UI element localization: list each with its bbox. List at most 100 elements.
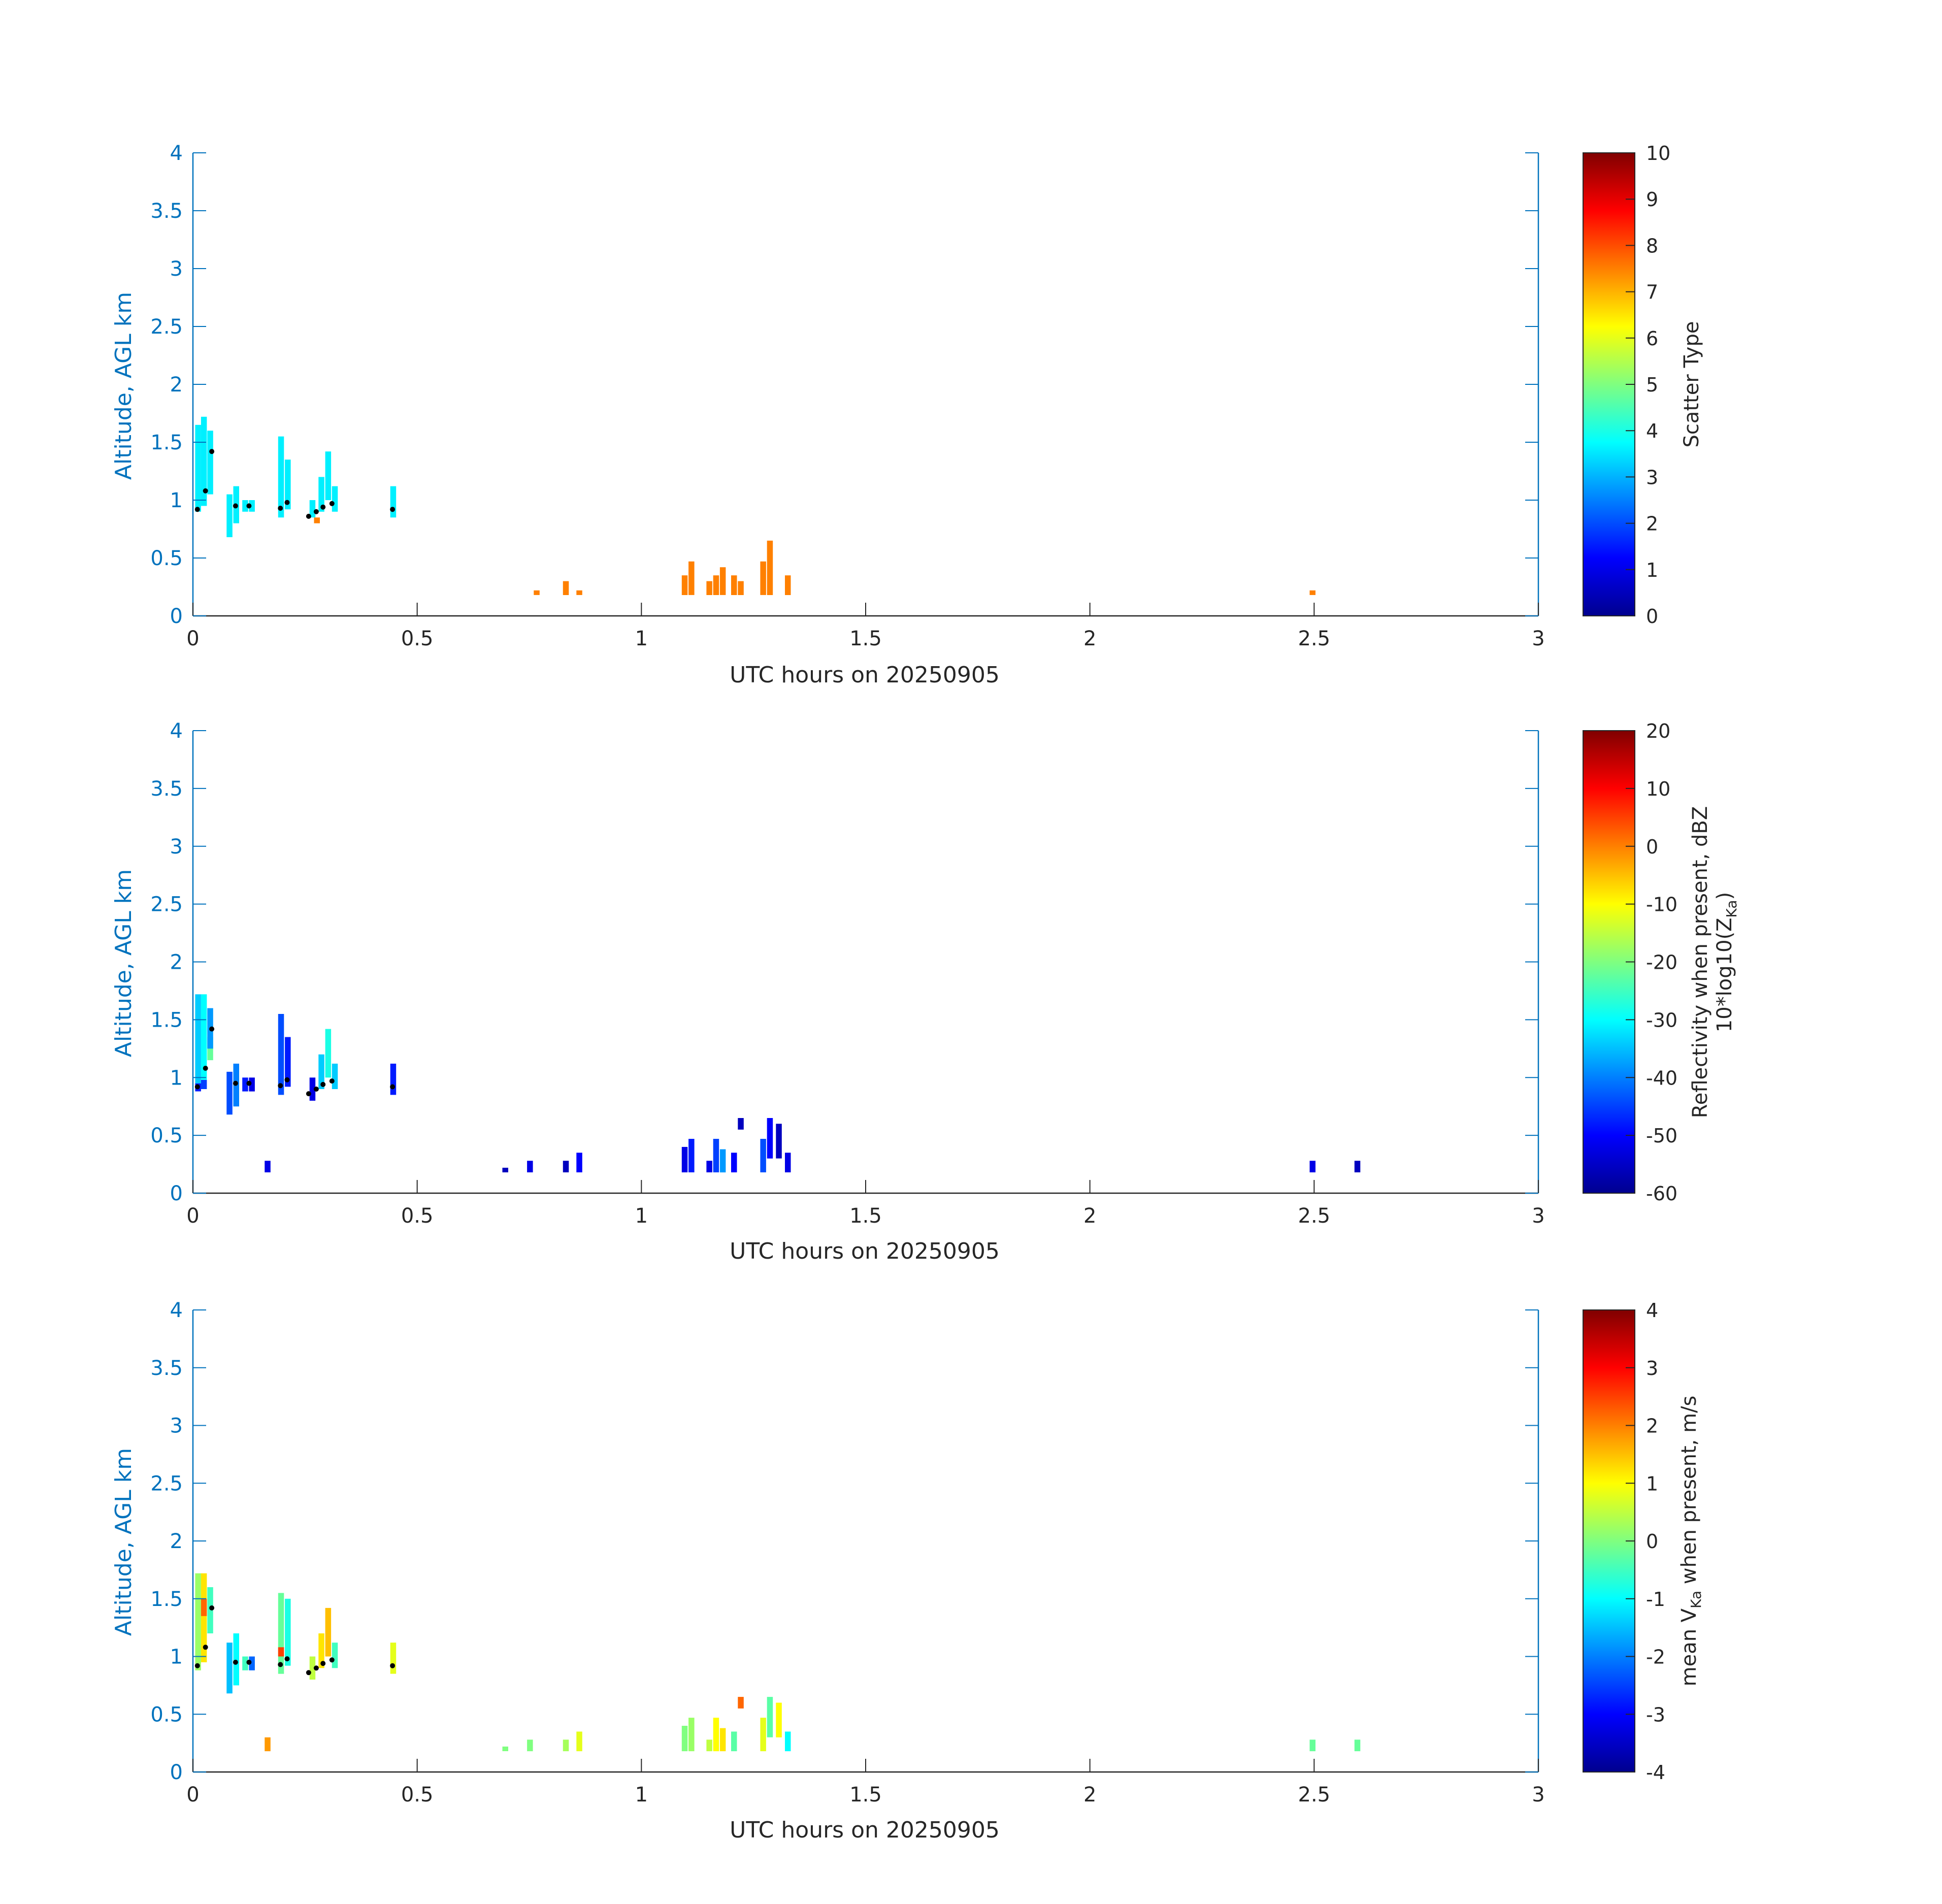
x-tick-label: 2.5 [1298,1783,1331,1807]
marker-point [390,507,396,512]
marker-points [194,1026,396,1097]
heatmap-cell [706,1739,712,1752]
marker-point [233,503,238,509]
colorbar-tick-label: -40 [1646,1067,1677,1089]
marker-point [284,1656,290,1662]
heatmap-cells [195,416,1315,595]
heatmap-cell [249,500,255,512]
heatmap-cell [278,1647,284,1657]
x-tick-label: 0.5 [401,1783,434,1807]
colorbar-tick-label: -20 [1646,951,1677,974]
panel-reflectivity: 0 0.5 1 1.5 2 2.5 3 0 0.5 1 1.5 2 2.5 3 3.5 4 UTC hours… [111,719,1740,1264]
heatmap-cell [278,1014,284,1095]
heatmap-cell [278,1593,284,1674]
heatmap-cell [278,436,284,518]
y-tick-label: 3 [170,257,183,281]
y-tick-label: 0.5 [150,547,183,570]
colorbar-label: Reflectivity when present, dBZ [1689,806,1712,1119]
marker-point [209,1026,215,1032]
axes: 0 0.5 1 1.5 2 2.5 3 0 0.5 1 1.5 2 2.5 3 3.5 4 [150,719,1544,1228]
colorbar-tick-label: 10 [1646,778,1670,800]
heatmap-cell [314,517,320,523]
heatmap-cell [767,1697,773,1737]
marker-points [194,449,396,519]
heatmap-cell [767,1118,773,1159]
x-tick-label: 0.5 [401,627,434,650]
y-tick-label: 0.5 [150,1703,183,1726]
heatmap-cells [195,994,1361,1173]
colorbar-tick-label: 5 [1646,374,1658,396]
heatmap-cell [201,1079,207,1089]
marker-point [203,1066,208,1071]
heatmap-cell [318,1054,324,1089]
heatmap-cell [706,1161,712,1172]
colorbar-tick-label: -2 [1646,1646,1665,1668]
marker-point [203,1645,208,1650]
heatmap-cell [563,1739,569,1752]
heatmap-cell [226,494,233,537]
heatmap-cell [1309,1739,1315,1752]
heatmap-cell [201,416,207,506]
marker-point [246,1080,252,1086]
marker-point [320,504,326,510]
colorbar-tick-label: 3 [1646,466,1658,488]
x-tick-label: 1 [635,627,648,650]
heatmap-cell [1354,1161,1361,1172]
colorbar-tick-label: 2 [1646,1415,1658,1437]
colorbar-tick-label: 4 [1646,420,1658,442]
colorbar-tick-label: 8 [1646,235,1658,257]
x-tick-label: 3 [1532,1783,1544,1807]
heatmap-cell [738,581,744,595]
marker-point [246,1659,252,1665]
heatmap-cell [325,451,332,500]
marker-point [284,1077,290,1082]
x-tick-label: 2 [1083,1204,1096,1228]
marker-points [194,1605,396,1676]
marker-point [306,513,311,519]
heatmap-cell [502,1167,508,1172]
y-tick-label: 1 [170,489,183,512]
marker-point [313,509,319,514]
marker-point [306,1670,311,1676]
marker-point [329,1078,335,1084]
x-tick-label: 2 [1083,627,1096,650]
heatmap-cell [332,1063,338,1089]
heatmap-cell [576,1731,582,1752]
marker-point [209,1605,215,1611]
colorbar-tick-label: -3 [1646,1703,1665,1726]
heatmap-cell [325,1029,332,1078]
colorbar-tick-label: -10 [1646,894,1677,916]
heatmap-cell [776,1702,782,1737]
marker-point [194,1084,200,1090]
heatmap-cell [681,575,688,595]
y-axis-label: Altitude, AGL km [111,292,137,480]
heatmap-cell [207,1587,213,1633]
heatmap-cell [195,424,201,512]
colorbar-tick-label: 4 [1646,1299,1658,1322]
y-tick-label: 2.5 [150,893,183,916]
heatmap-cell [688,561,695,595]
axes: 0 0.5 1 1.5 2 2.5 3 0 0.5 1 1.5 2 2.5 3 3.5 4 [150,142,1544,650]
heatmap-cell [576,1153,582,1172]
x-axis-label: UTC hours on 20250905 [730,1817,1000,1843]
panel-scatter-type: 0 0.5 1 1.5 2 2.5 3 0 0.5 1 1.5 2 2.5 3 3.5 4 UTC hours… [111,142,1703,688]
marker-point [194,1663,200,1668]
y-tick-label: 2.5 [150,1472,183,1495]
marker-point [278,1662,283,1667]
marker-point [246,503,252,509]
heatmap-cell [534,590,540,595]
y-tick-label: 2 [170,1530,183,1553]
y-tick-label: 0 [170,1761,183,1784]
heatmap-cell [713,1139,719,1172]
x-tick-label: 2.5 [1298,627,1331,650]
heatmap-cell [776,1124,782,1159]
marker-point [209,449,215,454]
heatmap-cells [195,1573,1361,1752]
x-tick-label: 1.5 [849,1204,882,1228]
colorbar-tick-label: -60 [1646,1183,1677,1205]
heatmap-cell [309,500,316,518]
y-tick-label: 1.5 [150,1588,183,1611]
heatmap-cell [719,567,726,595]
heatmap-cell [325,1607,332,1657]
heatmap-cell [195,1573,201,1670]
